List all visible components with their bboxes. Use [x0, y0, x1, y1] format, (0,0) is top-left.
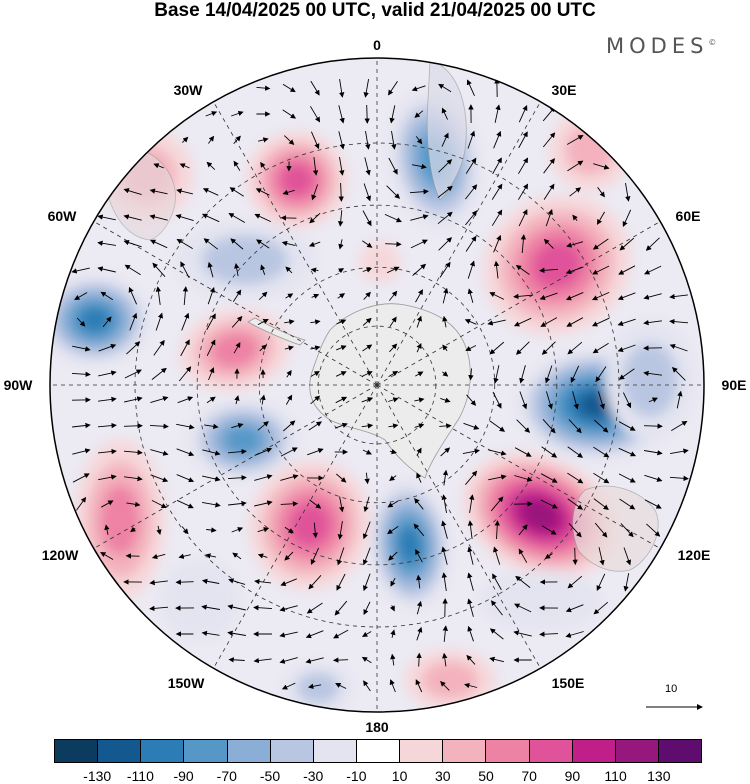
lon-label-180: 180: [365, 719, 388, 735]
wind-arrow: [644, 426, 662, 427]
lon-label-120e: 120E: [678, 547, 711, 563]
colorbar-tick-label: 70: [521, 768, 537, 784]
colorbar-swatch: [314, 740, 357, 762]
lon-label-90e: 90E: [722, 377, 747, 393]
negative-anomaly-contour: [79, 307, 110, 333]
positive-anomaly-contour: [422, 662, 477, 699]
colorbar-swatch: [486, 740, 529, 762]
lon-label-90w: 90W: [4, 377, 33, 393]
colorbar-tick-label: -110: [127, 768, 154, 784]
negative-anomaly-contour: [202, 235, 288, 284]
lon-label-150w: 150W: [168, 675, 205, 691]
negative-anomaly-contour: [622, 343, 677, 417]
colorbar-tick-label: -10: [346, 768, 366, 784]
lon-label-60w: 60W: [48, 208, 77, 224]
negative-anomaly-contour: [296, 673, 339, 704]
negative-anomaly-contour: [224, 426, 262, 454]
colorbar-tick-label: 10: [392, 768, 408, 784]
colorbar-swatch: [530, 740, 573, 762]
colorbar-swatch: [659, 740, 701, 762]
colorbar-tick-label: 90: [565, 768, 581, 784]
colorbar-swatch: [400, 740, 443, 762]
vector-scale-label: 10: [665, 683, 677, 695]
wind-arrow: [575, 548, 576, 564]
wind-arrow: [385, 244, 401, 245]
colorbar-tick-label: -130: [83, 768, 111, 784]
negative-anomaly-contour: [480, 570, 600, 630]
wind-arrow: [176, 582, 193, 583]
wind-arrow: [124, 426, 142, 427]
lon-label-120w: 120W: [42, 547, 79, 563]
colorbar-tick-label: -70: [217, 768, 237, 784]
lon-label-150e: 150E: [552, 675, 585, 691]
anomaly-field: [40, 50, 720, 730]
positive-anomaly-contour: [100, 484, 140, 555]
lon-label-0: 0: [373, 37, 381, 53]
colorbar-swatch: [55, 740, 98, 762]
colorbar-swatch: [616, 740, 659, 762]
colorbar-tick-label: 130: [647, 768, 670, 784]
positive-anomaly-contour: [280, 163, 315, 196]
colorbar-swatch: [573, 740, 616, 762]
lon-label-30w: 30W: [174, 82, 203, 98]
positive-anomaly-contour: [360, 242, 400, 282]
colorbar-swatch: [271, 740, 314, 762]
colorbar-tick-label: -90: [173, 768, 193, 784]
wind-arrow: [419, 654, 420, 667]
wind-arrow: [334, 660, 348, 661]
colorbar-tick-label: -50: [260, 768, 280, 784]
colorbar-swatch: [228, 740, 271, 762]
colorbar-tick-label: 50: [478, 768, 494, 784]
negative-anomaly-contour: [160, 560, 240, 640]
colorbar-tick-label: 110: [604, 768, 626, 784]
polar-map: [0, 0, 750, 735]
lon-label-30e: 30E: [552, 82, 577, 98]
colorbar-swatch: [141, 740, 184, 762]
colorbar-tick-label: -30: [303, 768, 323, 784]
colorbar-tick-label: 30: [435, 768, 451, 784]
colorbar-swatch: [184, 740, 227, 762]
wind-arrow: [367, 105, 368, 123]
colorbar-swatch: [98, 740, 141, 762]
lon-label-60e: 60E: [676, 208, 701, 224]
colorbar-swatch: [443, 740, 486, 762]
colorbar-swatch: [357, 740, 400, 762]
colorbar: [54, 739, 702, 763]
